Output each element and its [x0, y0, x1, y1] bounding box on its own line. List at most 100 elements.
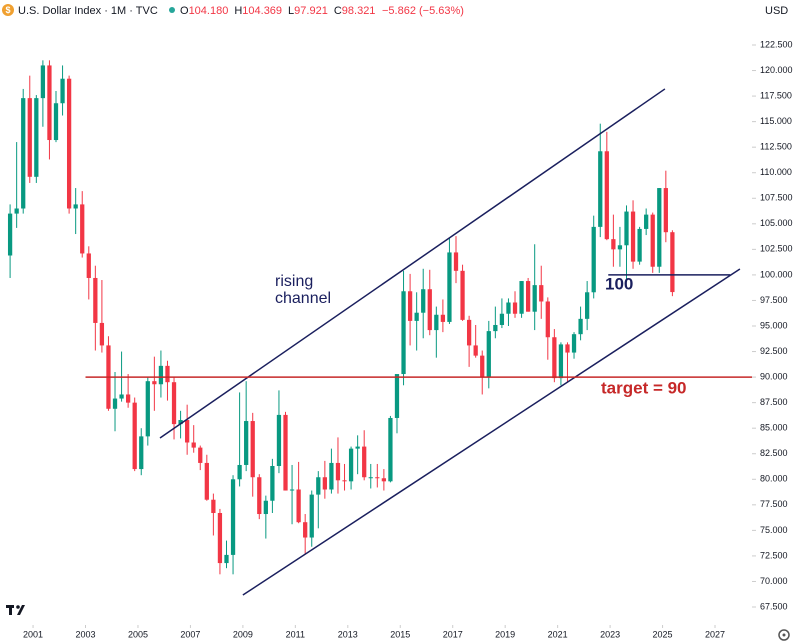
candle-body — [244, 421, 249, 465]
candle-body — [355, 446, 360, 449]
candle-body — [598, 151, 603, 227]
y-tick-label: 115.000 — [760, 116, 792, 126]
currency: USD — [765, 5, 788, 17]
candle-body — [73, 204, 78, 209]
candle-body — [257, 477, 262, 515]
candle-body — [40, 65, 46, 99]
x-tick-label: 2013 — [338, 629, 358, 639]
y-tick-label: 105.000 — [760, 218, 793, 228]
candle-body — [93, 277, 98, 323]
candle-body — [473, 345, 478, 356]
x-tick-label: 2009 — [233, 629, 253, 639]
candle-body — [414, 312, 419, 321]
candle-body — [158, 365, 164, 385]
candle-body — [296, 489, 301, 523]
candle-body — [348, 448, 354, 482]
candle-body — [217, 513, 223, 564]
candle-body — [453, 252, 459, 271]
candle-body — [388, 417, 393, 482]
candle-body — [178, 420, 183, 425]
candle-body — [34, 98, 39, 177]
tv-logo — [6, 605, 25, 615]
candle-body — [611, 239, 616, 250]
candle-body — [185, 420, 190, 443]
candle-body — [204, 462, 209, 500]
candle-body — [139, 436, 144, 470]
y-tick-label: 95.000 — [760, 320, 788, 330]
candle-body — [276, 414, 282, 466]
candle-body — [480, 355, 485, 378]
x-tick-label: 2011 — [286, 629, 305, 639]
candle-body — [86, 253, 91, 278]
candle-body — [447, 252, 452, 322]
candle-body — [126, 394, 131, 403]
candle-body — [552, 337, 557, 379]
x-tick-label: 2005 — [128, 629, 148, 639]
candle-body — [630, 211, 636, 262]
ohlc-value: 104.180 — [189, 5, 229, 17]
candle-body — [80, 204, 85, 254]
x-tick-label: 2019 — [495, 629, 515, 639]
y-tick-label: 107.500 — [760, 193, 793, 203]
y-tick-label: 122.500 — [760, 39, 793, 49]
candle-body — [486, 331, 491, 378]
candle-body — [637, 228, 642, 262]
candle-body — [112, 398, 118, 409]
candle-body — [434, 314, 439, 331]
y-tick-label: 87.500 — [760, 397, 788, 407]
candle-body — [604, 151, 609, 240]
trend-line — [159, 88, 666, 439]
candle-body — [250, 421, 255, 478]
candle-body — [493, 324, 498, 332]
y-tick-label: 72.500 — [760, 550, 788, 560]
settings-icon[interactable] — [778, 629, 790, 641]
candle-body — [401, 291, 406, 375]
candle-body — [585, 292, 590, 319]
candle-body — [381, 478, 386, 482]
candle-body — [644, 214, 649, 229]
candle-body — [362, 446, 367, 478]
candle-body — [60, 78, 65, 104]
x-tick-label: 2003 — [75, 629, 95, 639]
candle-body — [316, 477, 321, 495]
candle-body — [7, 213, 13, 256]
x-tick-label: 2027 — [705, 629, 725, 639]
candle-body — [289, 489, 295, 491]
y-tick-label: 120.000 — [760, 65, 793, 75]
x-tick-label: 2015 — [390, 629, 410, 639]
candle-body — [532, 285, 537, 312]
y-tick-label: 80.000 — [760, 474, 788, 484]
trend-line — [242, 268, 741, 596]
y-tick-label: 110.000 — [760, 167, 792, 177]
candle-body — [224, 554, 229, 564]
y-tick-label: 112.500 — [760, 142, 792, 152]
candle-body — [427, 289, 432, 331]
y-tick-label: 70.000 — [760, 576, 788, 586]
x-tick-label: 2023 — [600, 629, 620, 639]
candle-body — [591, 226, 596, 293]
y-tick-label: 67.500 — [760, 601, 788, 611]
symbol-icon — [2, 4, 14, 16]
candle-body — [47, 65, 52, 141]
candle-body — [512, 302, 518, 314]
symbol-title: U.S. Dollar Index · 1M · TVC — [18, 5, 158, 17]
annotation: channel — [275, 290, 331, 307]
annotation: 100 — [605, 274, 633, 293]
candle-body — [263, 500, 268, 515]
x-tick-label: 2007 — [180, 629, 200, 639]
ohlc-key: L — [288, 5, 294, 17]
candle-body — [526, 281, 531, 312]
y-tick-label: 75.000 — [760, 525, 788, 535]
candle-body — [460, 270, 465, 320]
x-tick-label: 2017 — [443, 629, 463, 639]
y-tick-label: 77.500 — [760, 499, 788, 509]
candle-body — [650, 214, 655, 267]
candle-body — [283, 414, 288, 491]
x-tick-label: 2001 — [23, 629, 43, 639]
candle-body — [230, 479, 236, 555]
candle-body — [66, 78, 72, 209]
candle-body — [21, 98, 26, 209]
candle-body — [558, 344, 564, 379]
candle-body — [440, 314, 446, 322]
candle-body — [309, 494, 314, 538]
